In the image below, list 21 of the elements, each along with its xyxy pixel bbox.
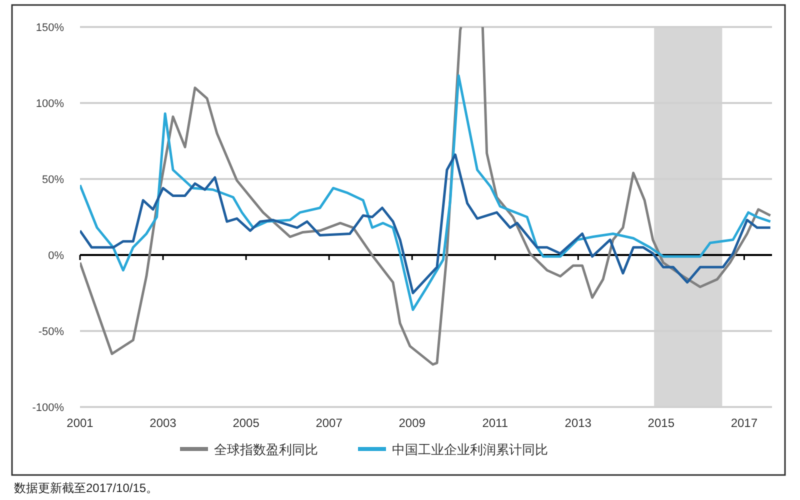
y-tick-label: -50%: [38, 326, 64, 338]
y-tick-label: -100%: [32, 402, 64, 414]
x-tick-label: 2003: [150, 416, 177, 430]
y-tick-label: 0%: [48, 250, 64, 262]
y-tick-label: 50%: [42, 174, 64, 186]
line-series: [80, 153, 772, 294]
x-tick-label: 2011: [482, 416, 508, 430]
line-series: [481, 27, 772, 299]
x-tick-label: 2001: [66, 416, 94, 430]
x-tick-label: 2015: [648, 416, 675, 430]
x-tick-label: 2007: [316, 416, 343, 430]
y-tick-label: 100%: [36, 98, 64, 110]
legend-label: 中国工业企业利润累计同比: [392, 442, 548, 457]
x-tick-label: 2017: [730, 416, 758, 430]
x-tick-label: 2005: [232, 416, 260, 430]
y-tick-label: 150%: [36, 22, 64, 34]
legend-label: 全球指数盈利同比: [214, 442, 318, 457]
line-series: [80, 74, 772, 311]
x-tick-label: 2009: [398, 416, 426, 430]
text: 数据更新截至2017/10/15。: [14, 481, 158, 495]
x-tick-label: 2013: [564, 416, 592, 430]
